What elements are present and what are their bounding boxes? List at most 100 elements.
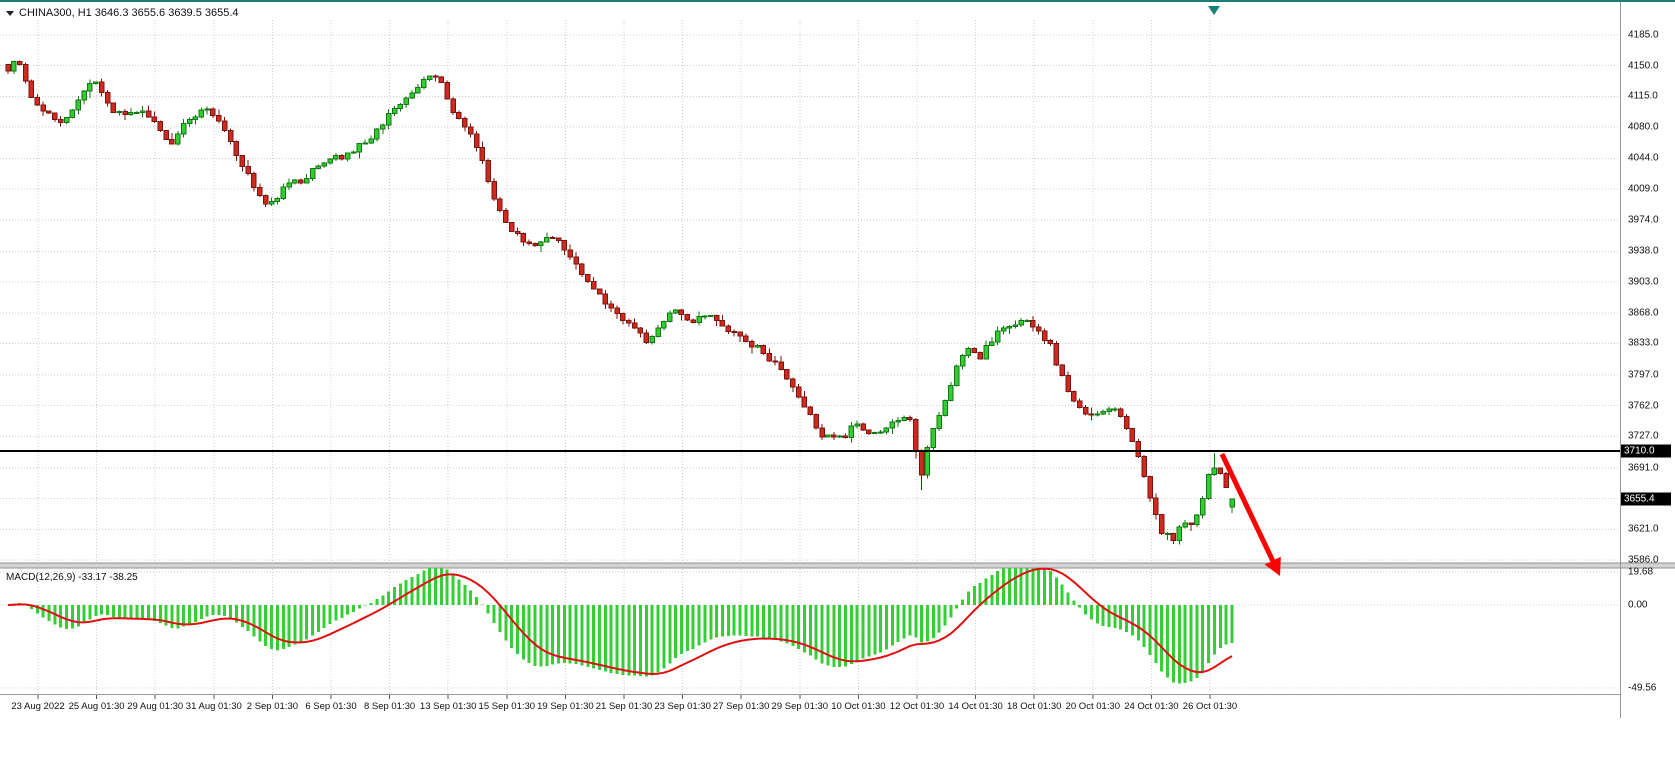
candle-body <box>620 313 626 322</box>
candle-body <box>251 172 257 188</box>
candle-body <box>186 118 193 125</box>
candle-body <box>1211 467 1218 475</box>
candle-body <box>333 154 339 160</box>
candle-body <box>69 109 76 119</box>
candle-body <box>57 118 64 123</box>
candle-body <box>204 108 210 111</box>
price-tick-label: 3691.0 <box>1628 462 1659 474</box>
price-tick-label: 3868.0 <box>1628 307 1659 319</box>
candle-body <box>702 315 708 318</box>
candle-body <box>766 352 773 362</box>
candle-body <box>626 320 632 324</box>
price-tick-label: 4009.0 <box>1628 183 1659 195</box>
candle-body <box>497 198 503 211</box>
candle-body <box>848 425 855 439</box>
candle-body <box>672 309 679 314</box>
symbol-ohlc-label: CHINA300, H1 3646.3 3655.6 3639.5 3655.4 <box>6 7 239 19</box>
candle-body <box>561 240 568 251</box>
candle-body <box>286 182 292 188</box>
candle-body <box>16 61 23 65</box>
candle-body <box>292 179 298 184</box>
price-axis[interactable]: 4185.0 4150.0 4115.0 4080.0 4044.0 4009.0 3974… <box>1620 2 1675 718</box>
candle-body <box>831 434 837 438</box>
candle-body <box>1012 324 1019 327</box>
candle-body <box>731 330 737 333</box>
candle-body <box>1188 522 1194 526</box>
candle-body <box>959 354 966 367</box>
candle-body <box>169 138 175 145</box>
candle-body <box>1135 440 1142 457</box>
price-pane[interactable] <box>0 20 1620 563</box>
candle-body <box>977 351 983 360</box>
candle-body <box>877 431 884 434</box>
time-axis[interactable]: 23 Aug 2022 25 Aug 01:30 29 Aug 01:30 31 Au… <box>0 694 1620 721</box>
price-tick-label: 3797.0 <box>1628 369 1659 381</box>
candle-body <box>526 241 532 245</box>
time-tick-label: 29 Aug 01:30 <box>127 701 184 712</box>
candle-body <box>5 64 11 72</box>
candle-body <box>1053 343 1060 366</box>
candle-body <box>555 237 562 242</box>
symbol-dropdown-icon[interactable] <box>6 10 14 16</box>
candle-body <box>608 303 614 309</box>
candle-body <box>743 335 749 343</box>
candle-body <box>690 319 696 324</box>
candle-body <box>239 155 246 167</box>
candle-body <box>221 120 228 132</box>
macd-indicator-label: MACD(12,26,9) -33.17 -38.25 <box>6 572 138 583</box>
symbol-ohlc-text: CHINA300, H1 3646.3 3655.6 3639.5 3655.4 <box>19 7 239 19</box>
price-tick-label: 4080.0 <box>1628 121 1659 133</box>
candle-body <box>1147 475 1153 499</box>
candle-body <box>210 108 216 117</box>
candle-body <box>508 222 515 233</box>
candle-body <box>953 365 960 387</box>
candle-body <box>1065 374 1071 392</box>
candle-body <box>948 385 954 402</box>
candle-body <box>1158 513 1165 534</box>
candle-body <box>637 327 644 334</box>
candle-body <box>139 110 146 113</box>
candle-body <box>75 99 82 111</box>
candle-body <box>339 154 345 160</box>
pane-divider[interactable] <box>0 563 1675 568</box>
price-tick-label: 3727.0 <box>1628 430 1659 442</box>
candle-body <box>655 327 661 337</box>
candle-body <box>1129 428 1136 442</box>
candle-body <box>315 165 322 170</box>
candle-body <box>795 386 802 398</box>
candle-body <box>1094 413 1101 416</box>
candle-body <box>790 378 796 388</box>
price-tick-label: 3833.0 <box>1628 337 1659 349</box>
candle-body <box>309 168 316 179</box>
candle-body <box>397 104 404 109</box>
candle-body <box>503 209 509 224</box>
candle-body <box>631 322 638 329</box>
trend-arrow-shaft[interactable] <box>1219 452 1275 562</box>
candle-body <box>374 128 380 140</box>
candle-body <box>825 434 831 438</box>
candle-body <box>907 416 913 420</box>
candle-body <box>514 231 521 235</box>
candle-body <box>994 330 1001 343</box>
candle-body <box>1106 408 1112 412</box>
chart-shift-marker[interactable] <box>1208 6 1220 15</box>
price-tick-label: 3762.0 <box>1628 400 1659 412</box>
candle-body <box>227 130 234 143</box>
candle-body <box>1041 330 1048 341</box>
candle-body <box>1164 532 1171 535</box>
candle-body <box>801 396 808 408</box>
candle-body <box>438 76 445 83</box>
candle-body <box>924 446 931 476</box>
candle-body <box>1006 325 1013 329</box>
candle-body <box>491 180 497 200</box>
candle-body <box>1153 497 1159 515</box>
candle-body <box>403 97 409 106</box>
candle-body <box>713 315 720 322</box>
candle-body <box>63 117 70 123</box>
candle-body <box>1024 319 1030 322</box>
candle-body <box>754 344 761 348</box>
candle-body <box>784 369 790 380</box>
trend-arrow-head[interactable] <box>1264 556 1281 576</box>
candle-body <box>198 109 205 118</box>
